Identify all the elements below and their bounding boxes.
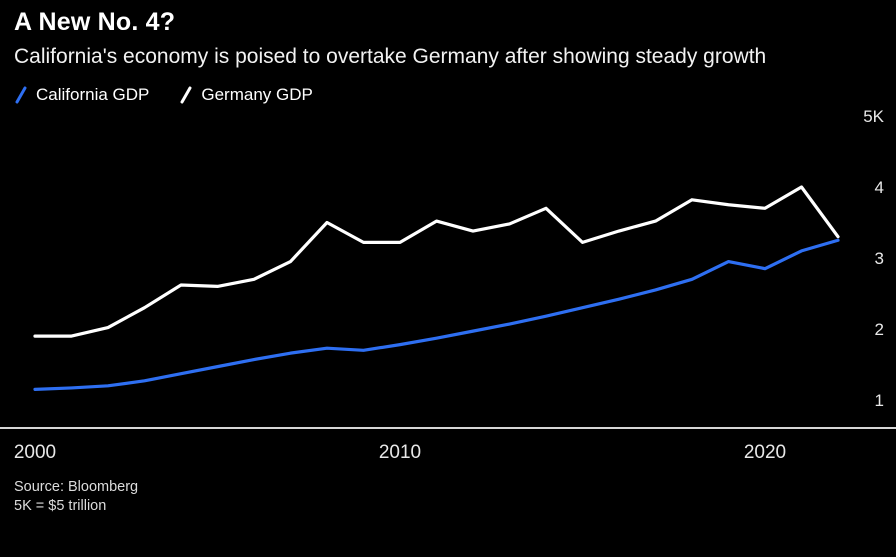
- chart-legend: California GDP Germany GDP: [14, 84, 882, 106]
- legend-label-germany: Germany GDP: [201, 85, 313, 105]
- chart-subtitle: California's economy is poised to overta…: [14, 44, 767, 68]
- gdp-line-chart: 5K 4 3 2 1 2000 2010 2020: [0, 107, 896, 463]
- x-tick-label-2010: 2010: [379, 442, 421, 463]
- y-tick-label-2: 2: [875, 320, 884, 339]
- y-tick-label-3: 3: [875, 249, 884, 268]
- chart-title: A New No. 4?: [14, 8, 176, 36]
- legend-label-california: California GDP: [36, 85, 150, 105]
- source-text: Source: Bloomberg: [14, 479, 139, 496]
- x-tick-label-2020: 2020: [744, 442, 786, 463]
- unit-note-text: 5K = $5 trillion: [14, 497, 107, 514]
- germany-slash-icon: [180, 86, 192, 104]
- legend-item-germany: Germany GDP: [179, 85, 313, 105]
- chart-footer: Source: Bloomberg 5K = $5 trillion: [14, 478, 882, 515]
- y-tick-label-1: 1: [875, 391, 884, 410]
- y-tick-label-4: 4: [875, 178, 884, 197]
- y-tick-label-5K: 5K: [863, 107, 884, 126]
- legend-item-california: California GDP: [14, 85, 149, 105]
- california-slash-line: [15, 86, 27, 104]
- x-tick-label-2000: 2000: [14, 442, 56, 463]
- germany-slash-line: [180, 86, 192, 104]
- germany-gdp-line: [33, 185, 840, 338]
- california-slash-icon: [15, 86, 27, 104]
- california-gdp-line: [33, 238, 840, 392]
- chart-plot-area: 5K 4 3 2 1 2000 2010 2020: [0, 106, 896, 474]
